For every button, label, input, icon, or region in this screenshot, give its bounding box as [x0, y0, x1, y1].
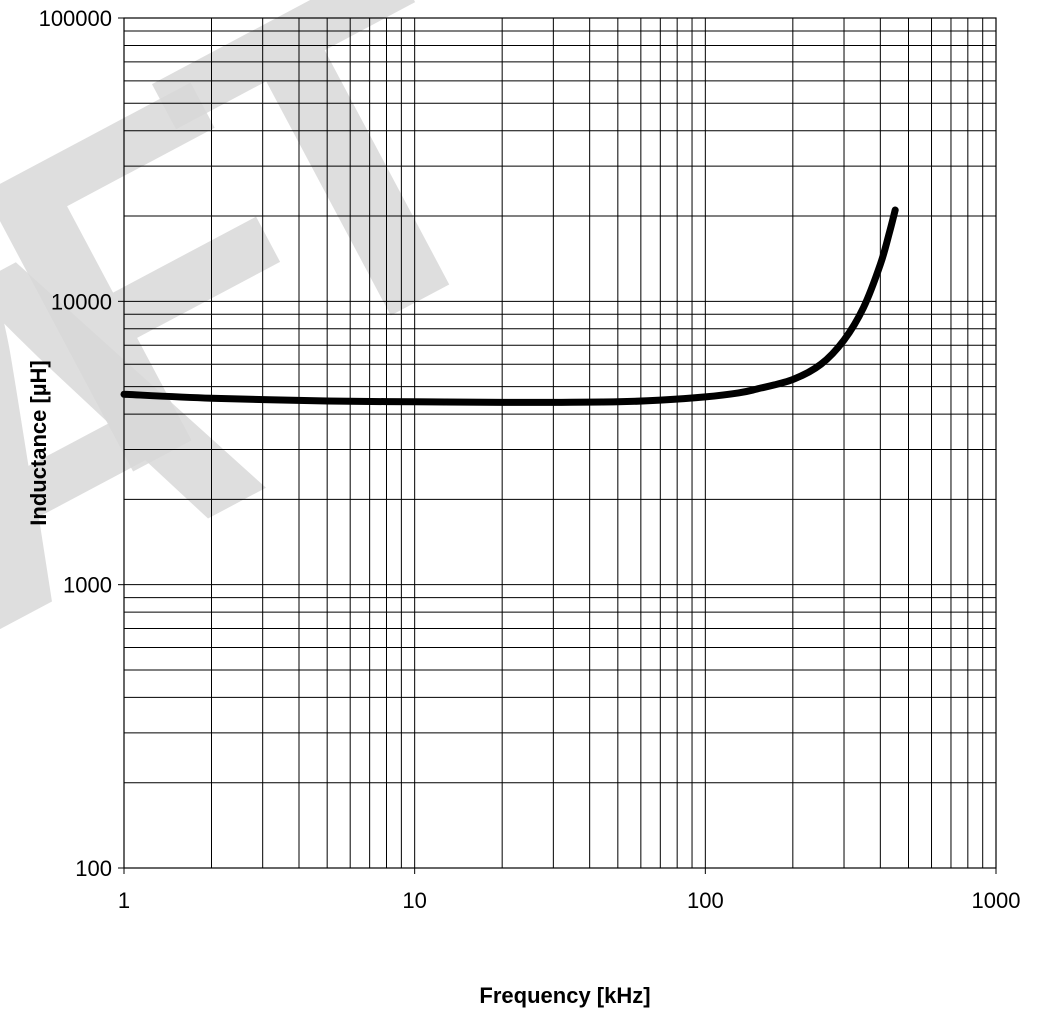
x-tick-label: 100 [687, 888, 724, 913]
y-tick-label: 1000 [63, 573, 112, 598]
y-axis-label: Inductance [µH] [26, 360, 51, 525]
plot-border [123, 17, 997, 869]
y-tick-label: 10000 [51, 289, 112, 314]
plot-frame [118, 17, 997, 874]
x-axis-label: Frequency [kHz] [479, 983, 650, 1008]
x-tick-label: 1 [118, 888, 130, 913]
x-tick-label: 1000 [972, 888, 1021, 913]
series-layer [120, 206, 899, 406]
draft-watermark: AFT [0, 0, 590, 725]
inductance-curve [120, 206, 899, 406]
y-tick-label: 100 [75, 856, 112, 881]
x-tick-labels: 1 10 100 1000 [118, 888, 1021, 913]
y-tick-labels: 100 1000 10000 100000 [39, 6, 112, 881]
x-tick-label: 10 [402, 888, 426, 913]
y-tick-label: 100000 [39, 6, 112, 31]
